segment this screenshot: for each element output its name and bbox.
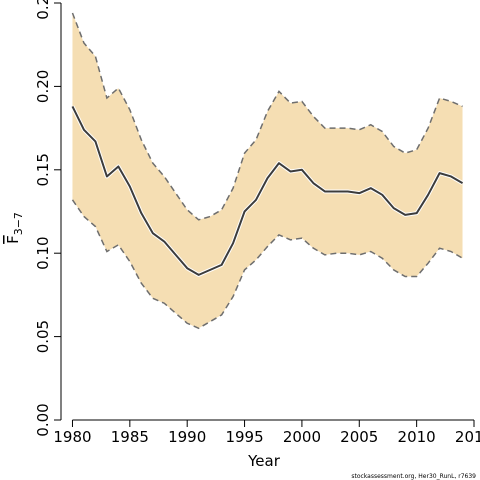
- credit-text: stockassessment.org, Her30_RunL, r7639: [351, 473, 476, 480]
- y-tick-label: 0.20: [34, 70, 52, 103]
- estimate-line: [71, 105, 464, 276]
- upper-bound-line: [71, 12, 463, 221]
- x-tick-label: 1985: [111, 428, 149, 446]
- y-tick-label: 0.05: [34, 320, 52, 353]
- x-tick-label: 2010: [398, 428, 436, 446]
- y-axis-title-main: F: [4, 235, 22, 244]
- confidence-band: [72, 13, 463, 329]
- x-tick-label: 2000: [283, 428, 321, 446]
- y-axis-title: F3−7: [4, 212, 25, 244]
- x-tick-label: 2005: [340, 428, 378, 446]
- x-tick-label: 1995: [225, 428, 263, 446]
- x-tick-label: 1980: [53, 428, 91, 446]
- x-axis-title: Year: [247, 452, 281, 470]
- y-tick-label: 0.25: [34, 0, 52, 20]
- chart-axes: 1980 1985 1990 1995 2000 2005 2010 2015 0.00 0.05…: [34, 0, 480, 446]
- y-tick-label: 0.15: [34, 153, 52, 186]
- y-tick-label: 0.10: [34, 236, 52, 269]
- chart-lines: [70, 12, 464, 330]
- lower-bound-line: [71, 199, 463, 330]
- x-tick-label: 2015: [455, 428, 480, 446]
- x-tick-label: 1990: [168, 428, 206, 446]
- chart-bands: [72, 13, 463, 329]
- svg-text:F3−7: F3−7: [4, 212, 25, 244]
- y-axis-title-subscript: 3−7: [12, 212, 25, 235]
- y-tick-label: 0.00: [34, 403, 52, 436]
